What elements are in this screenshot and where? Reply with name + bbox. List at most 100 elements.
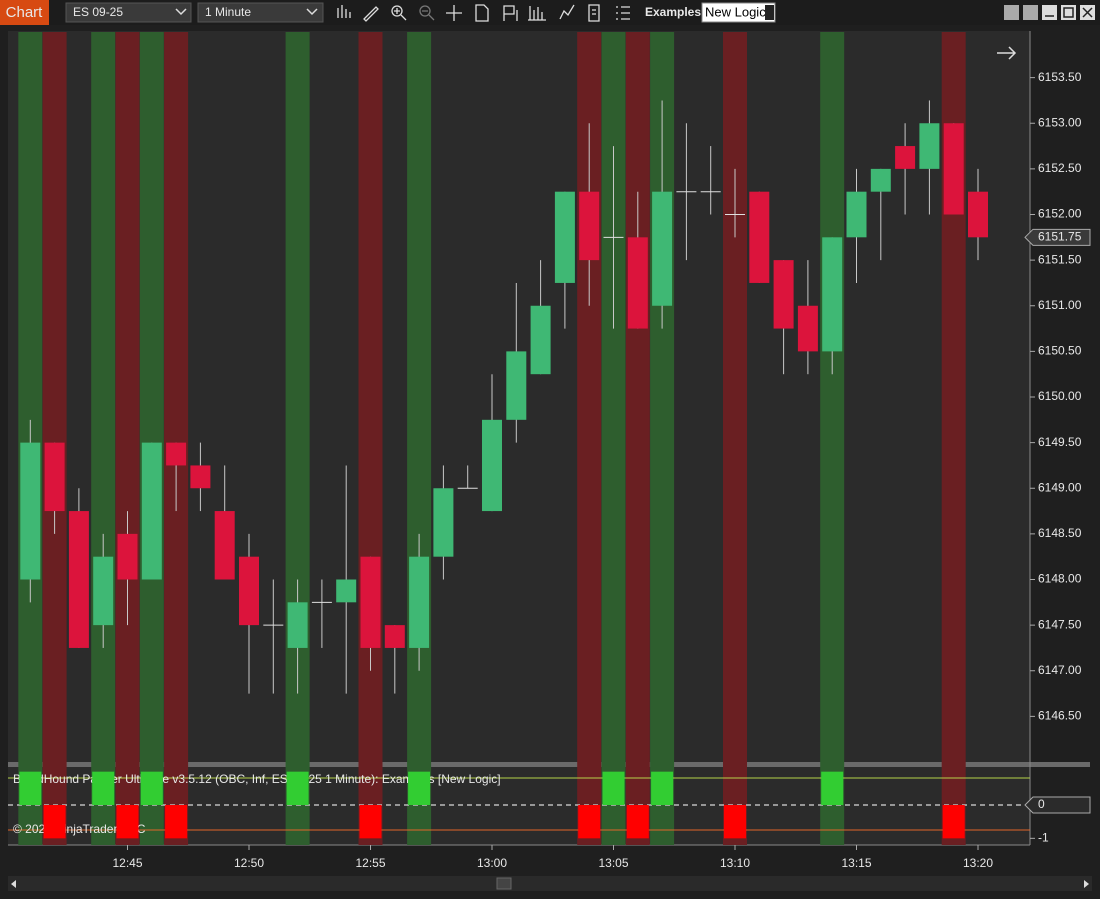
candle-body [797, 305, 818, 352]
draw-icon[interactable] [363, 6, 379, 22]
signal-bar [286, 771, 309, 805]
scroll-thumb[interactable] [496, 877, 512, 890]
minimize-button[interactable] [1042, 5, 1057, 20]
candle-body [846, 191, 867, 238]
y-tick-label: 6151.00 [1038, 298, 1082, 312]
candle-body [214, 511, 235, 580]
candle-body [895, 146, 916, 169]
candle-body [482, 419, 502, 512]
last-price-label: 6151.75 [1038, 229, 1082, 243]
candle-body [44, 442, 65, 512]
y-tick-label: 6148.00 [1038, 572, 1082, 586]
candle-body [652, 191, 673, 306]
dropdown-arrow [306, 8, 318, 16]
indicator-icon[interactable] [559, 4, 575, 20]
zoom-in-icon[interactable] [391, 5, 403, 17]
logic-input[interactable] [701, 2, 776, 23]
properties-icon[interactable] [475, 4, 489, 22]
scroll-left[interactable] [11, 880, 16, 888]
candle-body [166, 442, 187, 466]
x-tick-label: 13:15 [841, 856, 871, 870]
input-cursor [765, 5, 774, 20]
signal-bar [821, 771, 844, 805]
chart-tab[interactable] [0, 0, 49, 25]
signal-band [164, 32, 189, 845]
signal-band [139, 32, 164, 845]
y-tick-label: 6148.50 [1038, 526, 1082, 540]
x-tick-label: 12:45 [112, 856, 142, 870]
y-tick-label: 6146.50 [1038, 709, 1082, 723]
y-tick-label: 0 [1038, 797, 1045, 811]
signal-bar [140, 771, 163, 805]
candle-body [117, 533, 138, 580]
panel-splitter[interactable] [8, 762, 1090, 767]
instrument-select[interactable] [65, 2, 192, 23]
examples-label: Examples [645, 5, 701, 19]
y-tick-label: 6152.00 [1038, 207, 1082, 221]
signal-band [285, 32, 310, 845]
candle-body [384, 625, 405, 648]
signal-band [625, 32, 650, 845]
chart-tab-label: Chart [6, 4, 44, 21]
bars-icon[interactable] [337, 5, 351, 18]
signal-bar [92, 771, 115, 805]
zero-marker [1024, 796, 1091, 814]
candle-body [409, 556, 430, 648]
interval-select[interactable] [197, 2, 324, 23]
y-tick-label: 6153.50 [1038, 70, 1082, 84]
interval-label: 1 Minute [205, 5, 251, 19]
candle-body [943, 123, 964, 215]
signal-band [723, 32, 747, 845]
candle-body [287, 602, 308, 648]
candle-body [749, 191, 770, 283]
signal-bar [165, 805, 188, 839]
candle-body [579, 191, 600, 261]
candle-body [360, 556, 381, 648]
strategy-icon[interactable] [528, 6, 546, 21]
signal-bar [651, 771, 674, 805]
template-icon[interactable] [503, 5, 518, 21]
signal-band [115, 32, 140, 845]
x-tick-label: 12:55 [355, 856, 385, 870]
scroll-to-end[interactable] [997, 46, 1017, 60]
window-button[interactable] [1023, 5, 1038, 20]
toolbar-icons [337, 4, 630, 22]
candle-body [554, 191, 575, 283]
zoom-out-icon[interactable] [419, 5, 431, 17]
signal-bar [19, 771, 42, 805]
candle-body [506, 351, 527, 420]
window-button[interactable] [1004, 5, 1019, 20]
logic-input-text: New Logic [705, 4, 766, 19]
list-icon[interactable] [616, 6, 630, 20]
scroll-right[interactable] [1084, 880, 1089, 888]
candle-body [968, 191, 988, 238]
candle-body [141, 442, 162, 580]
y-tick-label: 6152.50 [1038, 161, 1082, 175]
candle-body [239, 556, 259, 626]
analyzer-icon[interactable] [588, 4, 600, 22]
y-tick-label: 6149.50 [1038, 435, 1082, 449]
signal-bar [602, 771, 625, 805]
signal-bar [116, 805, 139, 839]
x-tick-label: 13:00 [477, 856, 507, 870]
dropdown-arrow [175, 8, 187, 16]
instrument-label: ES 09-25 [73, 5, 123, 19]
signal-bar [359, 805, 382, 839]
crosshair-icon[interactable] [446, 5, 462, 21]
signal-bar [626, 805, 649, 839]
candle-body [530, 305, 551, 375]
candle-body [190, 465, 211, 489]
candle-body [433, 488, 454, 557]
y-tick-label: 6147.00 [1038, 663, 1082, 677]
candle-body [20, 442, 41, 580]
candle-body [919, 123, 940, 169]
candle-body [68, 511, 89, 648]
signal-bar [43, 805, 66, 839]
y-tick-label: -1 [1038, 831, 1049, 845]
x-tick-label: 12:50 [234, 856, 264, 870]
signal-bar [942, 805, 965, 839]
scrollbar[interactable] [8, 876, 1092, 891]
y-tick-label: 6149.00 [1038, 480, 1082, 494]
